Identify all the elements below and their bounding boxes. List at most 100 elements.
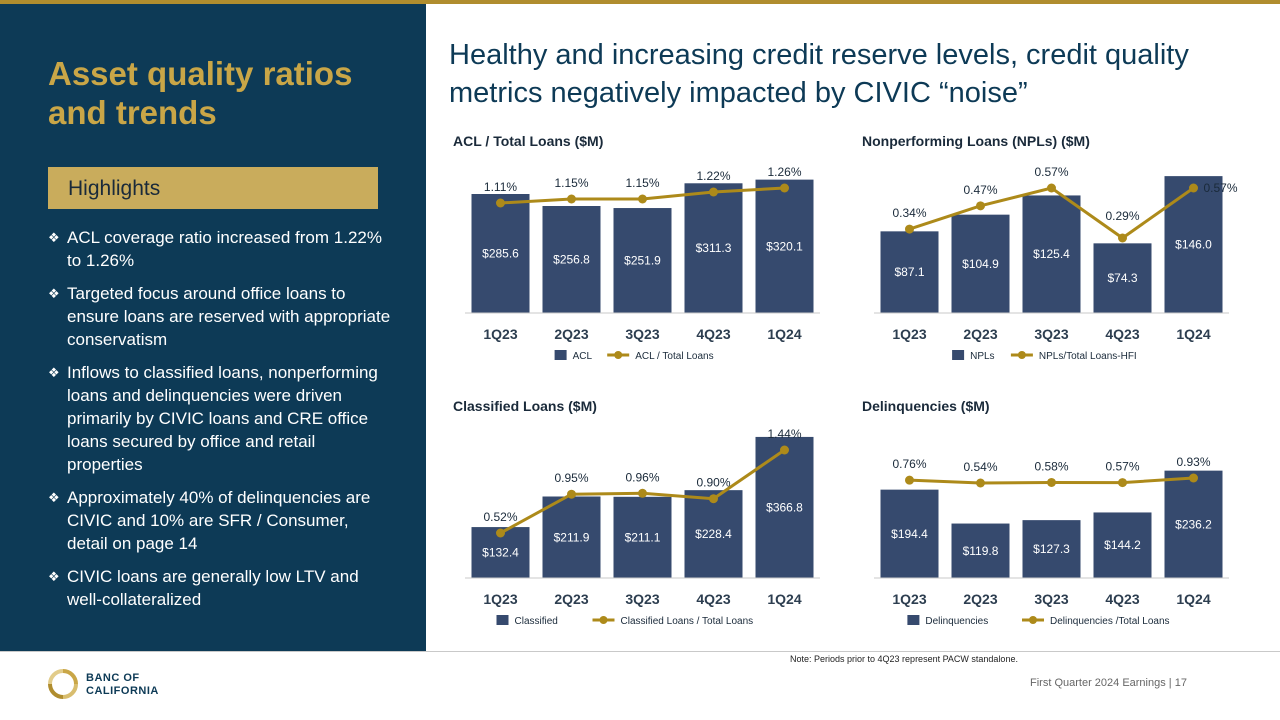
ratio-value-label: 0.52% bbox=[483, 510, 517, 524]
legend-swatch-marker bbox=[1029, 616, 1037, 624]
bar-value-label: $74.3 bbox=[1107, 271, 1137, 285]
x-tick-label: 3Q23 bbox=[625, 326, 659, 342]
page-footer: First Quarter 2024 Earnings | 17 bbox=[1030, 677, 1187, 689]
legend-swatch-bar bbox=[496, 615, 509, 625]
ratio-point bbox=[780, 183, 789, 193]
x-tick-label: 4Q23 bbox=[696, 591, 730, 607]
bar-value-label: $311.3 bbox=[696, 241, 732, 255]
bar bbox=[880, 489, 939, 578]
bank-logo-icon bbox=[48, 669, 78, 699]
highlight-text: Inflows to classified loans, nonperformi… bbox=[67, 363, 378, 474]
ratio-point bbox=[1047, 183, 1056, 193]
bar-value-label: $127.3 bbox=[1033, 542, 1070, 556]
bar-value-label: $119.8 bbox=[963, 544, 999, 558]
legend-label: Delinquencies /Total Loans bbox=[1050, 616, 1170, 627]
bar bbox=[684, 183, 743, 313]
x-tick-label: 3Q23 bbox=[1034, 591, 1068, 607]
bar bbox=[542, 496, 601, 578]
bar bbox=[542, 206, 601, 313]
legend-label: NPLs bbox=[970, 351, 994, 362]
x-tick-label: 1Q23 bbox=[892, 326, 926, 342]
ratio-point bbox=[1189, 183, 1198, 193]
bar bbox=[1093, 243, 1152, 313]
bar-value-label: $146.0 bbox=[1175, 238, 1212, 252]
ratio-value-label: 0.57% bbox=[1204, 181, 1238, 195]
bar bbox=[1093, 512, 1152, 578]
ratio-point bbox=[1189, 473, 1198, 483]
bar-value-label: $251.9 bbox=[624, 254, 661, 268]
x-tick-label: 2Q23 bbox=[554, 591, 588, 607]
ratio-value-label: 0.76% bbox=[892, 457, 926, 471]
ratio-point bbox=[709, 494, 718, 504]
ratio-value-label: 0.29% bbox=[1105, 209, 1139, 223]
chart-title: ACL / Total Loans ($M) bbox=[453, 133, 604, 149]
bar-value-label: $320.1 bbox=[766, 239, 803, 253]
footer-divider bbox=[0, 651, 1280, 652]
ratio-value-label: 0.57% bbox=[1105, 460, 1139, 474]
legend-label: Classified bbox=[515, 616, 558, 627]
bar bbox=[1022, 195, 1081, 313]
legend-swatch-marker bbox=[614, 351, 623, 359]
slide-headline: Healthy and increasing credit reserve le… bbox=[449, 39, 1189, 109]
x-tick-label: 1Q23 bbox=[892, 591, 926, 607]
ratio-point bbox=[709, 187, 718, 197]
highlight-item: ❖ Inflows to classified loans, nonperform… bbox=[48, 361, 393, 476]
x-tick-label: 2Q23 bbox=[963, 326, 997, 342]
x-tick-label: 1Q23 bbox=[483, 591, 517, 607]
npl-chart: Nonperforming Loans (NPLs) ($M) $87.1 1Q2… bbox=[862, 133, 1242, 373]
acl-chart-plot: $285.6 1Q23 $256.8 2Q23 $251.9 3Q23 $311.3 4Q23… bbox=[465, 165, 820, 362]
bar bbox=[613, 208, 672, 313]
bar bbox=[1164, 470, 1223, 578]
legend-label: ACL / Total Loans bbox=[635, 351, 713, 362]
bar-value-label: $87.1 bbox=[894, 265, 924, 279]
x-tick-label: 1Q23 bbox=[483, 326, 517, 342]
x-tick-label: 3Q23 bbox=[625, 591, 659, 607]
bar bbox=[471, 194, 530, 313]
ratio-value-label: 0.90% bbox=[696, 476, 730, 490]
ratio-point bbox=[1118, 478, 1127, 488]
bar-value-label: $366.8 bbox=[766, 500, 803, 514]
ratio-value-label: 1.15% bbox=[554, 176, 588, 190]
legend-label: Classified Loans / Total Loans bbox=[621, 616, 754, 627]
x-tick-label: 4Q23 bbox=[1105, 326, 1139, 342]
x-tick-label: 1Q24 bbox=[767, 326, 801, 342]
legend-label: NPLs/Total Loans-HFI bbox=[1039, 351, 1137, 362]
ratio-point bbox=[976, 478, 985, 488]
ratio-value-label: 1.15% bbox=[625, 176, 659, 190]
legend-label: ACL bbox=[573, 351, 593, 362]
ratio-point bbox=[1047, 477, 1056, 487]
bar-value-label: $256.8 bbox=[553, 253, 590, 267]
diamond-bullet-icon: ❖ bbox=[48, 569, 60, 584]
bar bbox=[755, 179, 814, 313]
ratio-value-label: 0.34% bbox=[892, 206, 926, 220]
npl-chart-plot: $87.1 1Q23 $104.9 2Q23 $125.4 3Q23 $74.3 4Q23 $1… bbox=[874, 165, 1238, 362]
ratio-value-label: 0.95% bbox=[554, 471, 588, 485]
legend-swatch-bar bbox=[952, 350, 965, 360]
chart-title: Nonperforming Loans (NPLs) ($M) bbox=[862, 133, 1090, 149]
ratio-value-label: 0.47% bbox=[963, 183, 997, 197]
highlight-item: ❖ Targeted focus around office loans to e… bbox=[48, 282, 393, 351]
legend-label: Delinquencies bbox=[925, 616, 988, 627]
ratio-point bbox=[567, 489, 576, 499]
bar bbox=[1022, 520, 1081, 578]
bar bbox=[684, 490, 743, 578]
classified-chart-plot: $132.4 1Q23 $211.9 2Q23 $211.1 3Q23 $228.4 4Q23… bbox=[465, 427, 820, 627]
ratio-value-label: 0.57% bbox=[1034, 165, 1068, 179]
ratio-point bbox=[638, 194, 647, 204]
highlights-list: ❖ ACL coverage ratio increased from 1.22%… bbox=[48, 226, 393, 621]
delinquencies-chart: Delinquencies ($M) $194.4 1Q23 $119.8 2Q23 $… bbox=[862, 398, 1242, 638]
x-tick-label: 1Q24 bbox=[1176, 326, 1210, 342]
ratio-value-label: 1.44% bbox=[767, 427, 801, 441]
chart-title: Classified Loans ($M) bbox=[453, 398, 597, 414]
highlights-label: Highlights bbox=[68, 177, 161, 200]
acl-chart: ACL / Total Loans ($M) $285.6 1Q23 $256.8 2… bbox=[453, 133, 833, 373]
ratio-point bbox=[496, 198, 505, 208]
ratio-point bbox=[567, 194, 576, 204]
bar-value-label: $132.4 bbox=[482, 546, 519, 560]
highlight-text: Approximately 40% of delinquencies are C… bbox=[67, 488, 371, 553]
highlights-header: Highlights bbox=[48, 167, 378, 209]
logo-text: BANC OF CALIFORNIA bbox=[86, 672, 159, 697]
highlight-item: ❖ ACL coverage ratio increased from 1.22%… bbox=[48, 226, 393, 272]
left-panel: Asset quality ratios and trends Highligh… bbox=[0, 4, 426, 651]
x-tick-label: 4Q23 bbox=[1105, 591, 1139, 607]
